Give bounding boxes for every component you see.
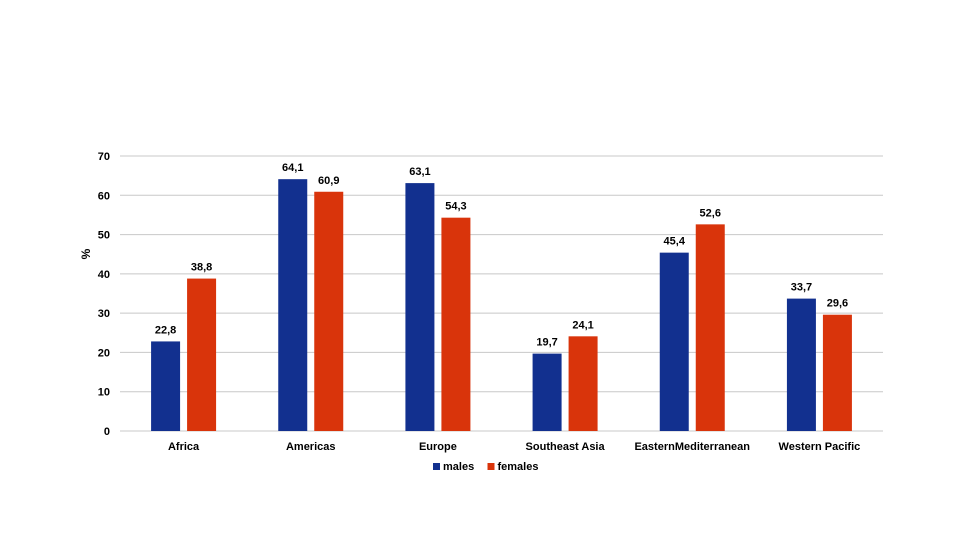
y-axis-label: % <box>79 248 93 259</box>
bar-females <box>822 314 852 431</box>
y-tick-label: 0 <box>104 426 110 438</box>
data-label: 38,8 <box>191 262 212 274</box>
data-label: 22,8 <box>155 324 176 336</box>
bar-males <box>532 353 562 431</box>
data-label: 45,4 <box>664 236 686 248</box>
data-label: 19,7 <box>536 337 557 349</box>
x-category-label: Europe <box>419 441 457 453</box>
bars <box>151 179 852 431</box>
x-category-label: EasternMediterranean <box>634 441 750 453</box>
data-label: 29,6 <box>827 298 848 310</box>
bar-females <box>695 224 725 431</box>
bar-females <box>314 191 344 431</box>
bar-males <box>659 252 689 431</box>
data-label: 60,9 <box>318 175 339 187</box>
x-category-label: Africa <box>168 441 200 453</box>
data-label: 63,1 <box>409 166 430 178</box>
legend-swatch-females <box>487 463 495 470</box>
y-tick-label: 50 <box>98 230 110 242</box>
x-axis-categories: Africa Americas Europe Southeast Asia Easter… <box>168 441 860 453</box>
bar-females <box>568 336 598 431</box>
bar-males <box>151 341 181 431</box>
x-category-label: Americas <box>286 441 336 453</box>
y-tick-label: 70 <box>98 151 110 163</box>
legend-label: females <box>498 461 539 473</box>
bar-males <box>405 183 435 431</box>
bar-females <box>441 217 471 431</box>
y-tick-label: 20 <box>98 347 110 359</box>
x-category-label: Southeast Asia <box>526 441 606 453</box>
x-category-label: Western Pacific <box>779 441 861 453</box>
y-axis-ticks: 0 10 20 30 40 50 60 70 <box>98 151 110 438</box>
y-tick-label: 10 <box>98 387 110 399</box>
data-label: 52,6 <box>700 207 721 219</box>
bar-males <box>786 298 816 431</box>
bar-females <box>187 278 217 431</box>
data-label: 33,7 <box>791 282 812 294</box>
data-label: 24,1 <box>572 319 593 331</box>
data-label: 64,1 <box>282 162 303 174</box>
y-tick-label: 30 <box>98 308 110 320</box>
bar-males <box>278 179 308 431</box>
y-tick-label: 60 <box>98 190 110 202</box>
gridlines <box>120 155 883 432</box>
legend: males females <box>433 461 538 473</box>
data-labels: 22,8 38,8 64,1 60,9 63,1 54,3 19,7 24,1 45,4 52,6… <box>155 162 848 348</box>
legend-swatch-males <box>433 463 440 470</box>
y-tick-label: 40 <box>98 269 110 281</box>
legend-label: males <box>443 461 474 473</box>
data-label: 54,3 <box>445 201 466 213</box>
